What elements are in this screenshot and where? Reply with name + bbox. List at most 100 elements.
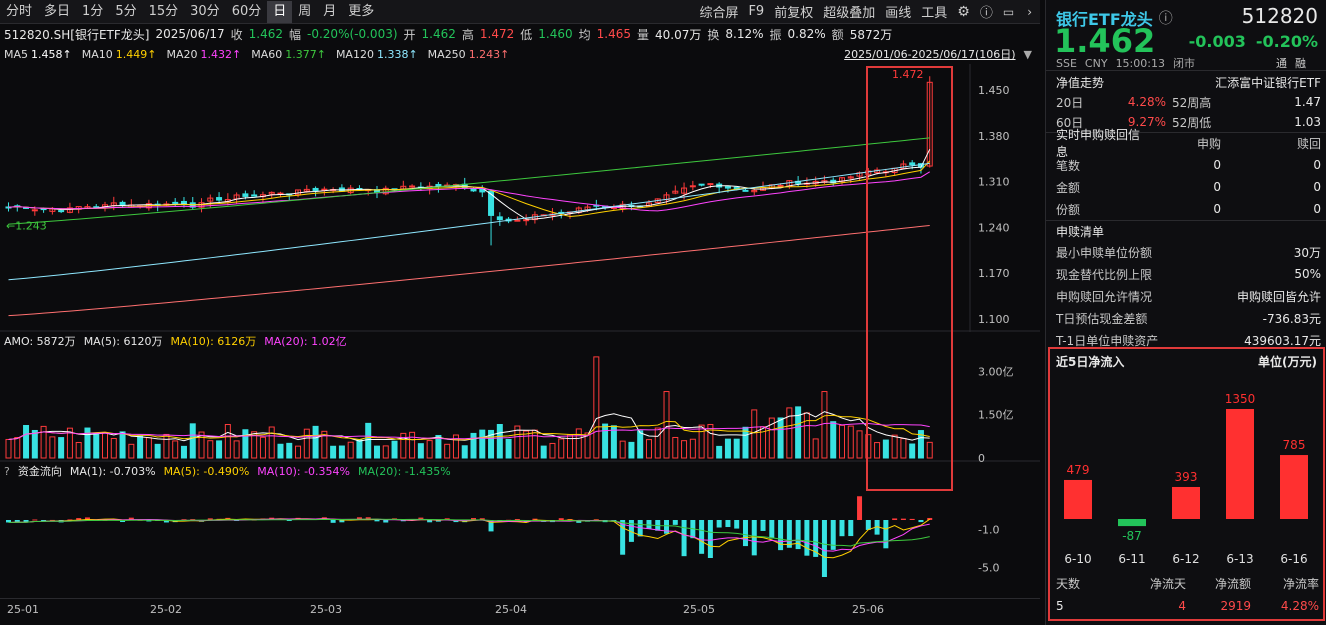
flow-bar	[365, 517, 371, 520]
amo-ma20-line	[8, 422, 930, 440]
amo-bar	[110, 437, 117, 459]
amo-bar	[786, 407, 793, 459]
amo-bar	[312, 425, 319, 459]
toolbar-item-3[interactable]: 超级叠加	[823, 6, 876, 21]
flow-bar	[857, 496, 863, 520]
flow-bar	[374, 520, 380, 522]
flow5-net-rate: 4.28%	[1280, 599, 1319, 613]
amo-bar	[40, 425, 47, 459]
ma10-line	[8, 160, 931, 217]
volume-label: 量	[637, 27, 650, 42]
tab-6[interactable]: 60分	[231, 3, 262, 19]
amo-bar	[742, 426, 749, 459]
badge-finance: 融	[1295, 57, 1306, 70]
list-row-label: 最小申赎单位份额	[1056, 245, 1153, 260]
flow-bar	[900, 518, 906, 520]
toolbar-item-1[interactable]: F9	[748, 4, 765, 19]
quote-time: 15:00:13	[1115, 56, 1165, 70]
flow-tick: -1.0	[978, 524, 999, 537]
toolbar-item-2[interactable]: 前复权	[774, 6, 814, 21]
low-label: 低	[520, 27, 533, 42]
ma-item: MA10 1.449↑	[82, 48, 157, 61]
ma-item: MA5 1.458↑	[4, 48, 72, 61]
flow-bar	[356, 517, 362, 520]
tab-4[interactable]: 15分	[148, 3, 179, 19]
amo-bar	[830, 421, 837, 459]
date-range[interactable]: 2025/01/06-2025/06/17(106日)	[844, 48, 1016, 61]
flow5-bar	[1226, 409, 1254, 519]
flow-bar	[32, 519, 38, 521]
info-icon[interactable]: ⓘ	[1158, 11, 1173, 27]
toolbar-item-5[interactable]: 工具	[921, 6, 948, 21]
xaxis-label: 25-05	[683, 603, 715, 616]
flow-bar	[707, 520, 713, 558]
flow-bar	[839, 520, 845, 537]
help-icon[interactable]: ⓘ	[979, 6, 993, 21]
flow-bar	[620, 520, 626, 555]
tab-9[interactable]: 月	[323, 3, 337, 19]
last-price: 1.462	[1054, 22, 1156, 60]
stat-60d-value: 9.27%	[1127, 115, 1166, 129]
tab-2[interactable]: 1分	[82, 3, 104, 19]
list-row-label: 现金替代比例上限	[1056, 267, 1153, 282]
tab-8[interactable]: 周	[298, 3, 312, 19]
amo-bar	[14, 437, 21, 459]
window-icon[interactable]: ▭	[1002, 4, 1015, 19]
rt-row-a: 0	[1213, 202, 1221, 216]
xaxis-label: 25-02	[150, 603, 182, 616]
amount-chart[interactable]: 3.00亿 1.50亿 0	[0, 350, 1040, 462]
nav-trend-link[interactable]: 净值走势	[1056, 75, 1105, 90]
flow-bar	[909, 518, 915, 520]
amo-bar	[373, 445, 380, 459]
stat-20d-value: 4.28%	[1127, 95, 1166, 109]
tab-5[interactable]: 30分	[190, 3, 220, 19]
amo-bar	[488, 429, 495, 459]
flow-bar	[418, 517, 424, 520]
settings-icon[interactable]: ⚙	[957, 3, 970, 20]
date-axis: 25-01 25-02 25-03 25-04 25-05 25-06	[0, 598, 1040, 625]
amo-ma10: MA(10): 6126万	[170, 335, 257, 348]
ma20-line	[8, 171, 930, 212]
amo-bar	[777, 417, 784, 459]
amo-bar	[365, 422, 372, 459]
candle-body	[847, 176, 854, 179]
candle-body	[523, 219, 530, 222]
flow5-bar	[1280, 455, 1308, 519]
flow-bar	[804, 520, 810, 556]
flow-bar	[927, 517, 933, 520]
amo-bar	[347, 441, 354, 459]
amo-ma20: MA(20): 1.02亿	[264, 335, 347, 348]
flow-bar	[488, 520, 494, 532]
flow-bar	[14, 520, 20, 522]
tab-1[interactable]: 多日	[44, 3, 71, 19]
amo-bar	[681, 440, 688, 459]
ma-list: MA5 1.458↑ MA10 1.449↑ MA20 1.432↑ MA60 1.377↑ M…	[4, 48, 509, 61]
candle-body	[216, 197, 223, 201]
amo-bar	[286, 442, 293, 459]
tab-0[interactable]: 分时	[6, 3, 33, 19]
flow5-category-label: 6-13	[1226, 552, 1253, 566]
quote-info-bar: 512820.SH[银行ETF龙头] 2025/06/17 收 1.462 幅 -0…	[0, 24, 1040, 44]
amo-bar	[163, 433, 170, 459]
tab-10[interactable]: 更多	[348, 3, 375, 19]
list-title: 申赎清单	[1056, 224, 1105, 239]
tab-7[interactable]: 日	[267, 0, 293, 23]
badge-margin: 通	[1276, 57, 1287, 70]
flow-help-icon[interactable]: ?	[4, 464, 10, 478]
toolbar-item-4[interactable]: 画线	[885, 6, 912, 21]
flow-bar	[84, 517, 90, 520]
amo-bar	[303, 428, 310, 459]
fund-flow-chart[interactable]: -1.0 -5.0	[0, 480, 1040, 598]
flow-bar	[786, 520, 792, 548]
amo-tick: 0	[978, 452, 985, 462]
tab-3[interactable]: 5分	[115, 3, 137, 19]
flow-bar	[821, 520, 827, 577]
ma-value: 1.432↑	[200, 47, 242, 61]
range-dropdown-icon[interactable]: ▼	[1023, 47, 1032, 61]
candlestick-chart[interactable]: 1.450 1.380 1.310 1.240 1.170 1.100 1.472 ←1.24…	[0, 64, 1040, 332]
amo-bar	[689, 438, 696, 459]
toolbar-item-0[interactable]: 综合屏	[699, 6, 739, 21]
collapse-icon[interactable]: ›	[1027, 4, 1032, 19]
amo-bar	[242, 429, 249, 459]
flow5-value-label: 479	[1067, 463, 1090, 477]
